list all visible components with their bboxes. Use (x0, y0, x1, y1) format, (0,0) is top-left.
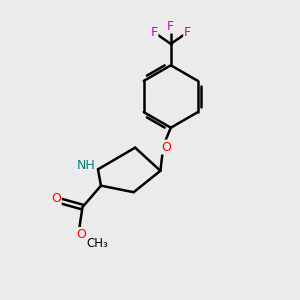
Text: F: F (184, 26, 191, 38)
Text: O: O (51, 192, 61, 205)
Text: O: O (76, 228, 86, 241)
Text: NH: NH (76, 159, 95, 172)
Text: O: O (161, 140, 171, 154)
Text: F: F (167, 20, 174, 33)
Text: F: F (150, 26, 158, 38)
Text: CH₃: CH₃ (86, 237, 108, 250)
